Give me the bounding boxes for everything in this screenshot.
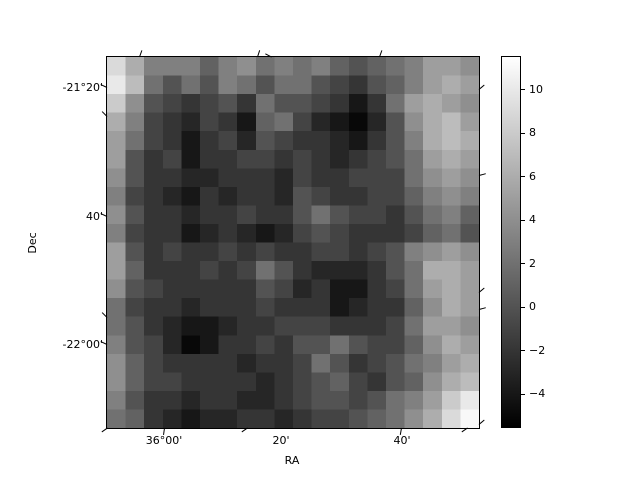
x-tick-label: 36°00'	[145, 434, 183, 447]
colorbar-tick	[521, 263, 525, 265]
colorbar-tick	[521, 219, 525, 221]
colorbar-tick-label: −4	[529, 387, 546, 401]
colorbar-tick	[521, 132, 525, 134]
y-tick-label: -21°20'	[62, 81, 104, 94]
x-tick-label: 20'	[272, 434, 290, 447]
plot-area	[106, 56, 480, 429]
y-tick-label: 40'	[85, 210, 103, 223]
colorbar-tick	[521, 306, 525, 308]
colorbar-tick	[521, 89, 525, 91]
y-tick-label: -22°00'	[62, 338, 104, 351]
axis-tick	[101, 427, 109, 433]
colorbar	[501, 56, 521, 428]
heatmap-image	[107, 57, 479, 428]
colorbar-tick	[521, 393, 525, 395]
colorbar-tick-label: 10	[529, 82, 543, 96]
y-axis-label: Dec	[26, 232, 39, 254]
colorbar-tick-label: 2	[529, 256, 536, 270]
x-tick-label: 40'	[393, 434, 411, 447]
colorbar-tick-label: 4	[529, 213, 536, 227]
colorbar-tick-label: 0	[529, 300, 536, 314]
colorbar-gradient	[502, 57, 520, 427]
colorbar-tick-label: −2	[529, 343, 546, 357]
colorbar-tick	[521, 176, 525, 178]
colorbar-tick-label: 8	[529, 126, 536, 140]
x-axis-label: RA	[284, 454, 300, 467]
colorbar-tick-label: 6	[529, 169, 536, 183]
colorbar-tick	[521, 350, 525, 352]
